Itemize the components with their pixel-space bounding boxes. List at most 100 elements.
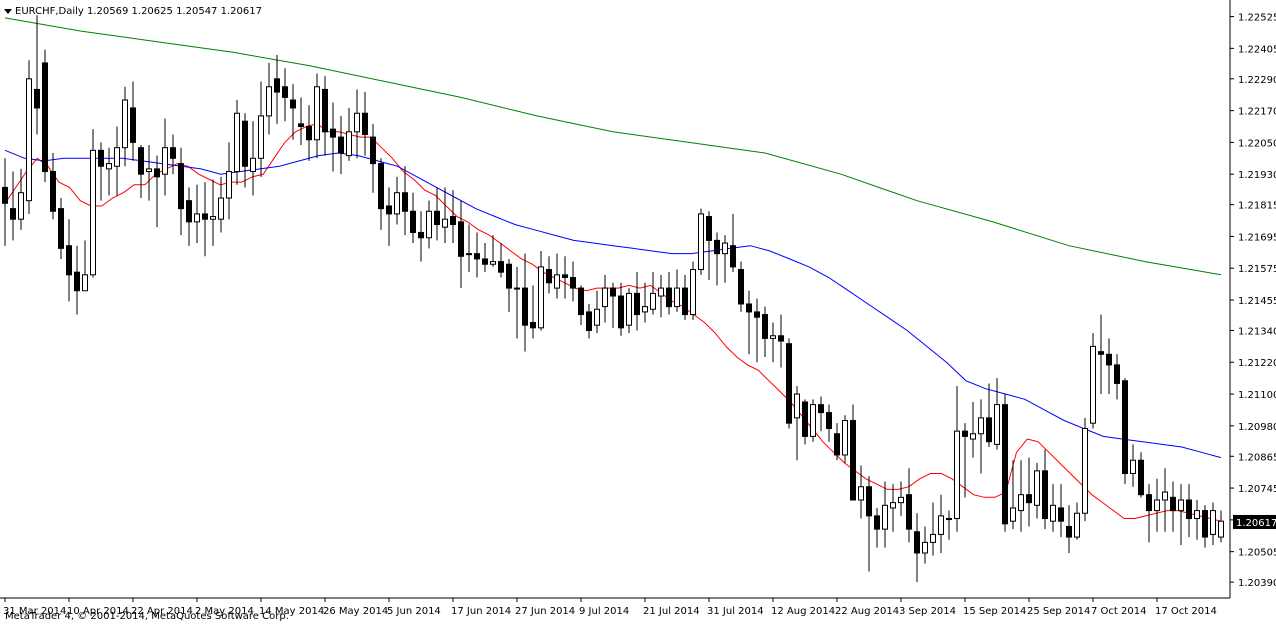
candle — [1042, 449, 1048, 530]
candlesticks — [2, 15, 1224, 583]
candle-body-bear — [802, 401, 808, 437]
candle-body-bull — [26, 78, 32, 202]
candle-body-bear — [362, 112, 368, 135]
candle — [162, 118, 168, 196]
price-tag-label: 1.20617 — [1236, 518, 1276, 529]
candle-body-bull — [722, 242, 728, 255]
candle-body-bull — [970, 433, 976, 440]
candle-body-bull — [162, 147, 168, 175]
ma-mid-line — [4, 149, 1222, 459]
candle — [338, 115, 344, 175]
candle — [2, 158, 8, 246]
candle — [578, 285, 584, 326]
candle — [50, 152, 56, 220]
candle-body-bull — [314, 86, 320, 141]
candle-body-bull — [266, 86, 272, 117]
candle-body-bull — [842, 420, 848, 456]
candle — [258, 81, 264, 177]
candle — [434, 187, 440, 241]
candle-body-bull — [674, 287, 680, 308]
candle-body-bear — [402, 192, 408, 212]
candle-body-bear — [186, 200, 192, 223]
candle — [818, 396, 824, 432]
candle-body-bull — [1090, 345, 1096, 424]
x-tick-label: 17 Jun 2014 — [451, 606, 511, 617]
candle — [202, 182, 208, 257]
candle — [210, 179, 216, 246]
candle — [1138, 452, 1144, 498]
y-tick-label: 1.22525 — [1238, 13, 1276, 24]
price-tag-box — [1233, 514, 1276, 529]
candle — [314, 73, 320, 159]
candle-body-bear — [450, 216, 456, 226]
candle-body-bear — [1122, 380, 1128, 475]
candle — [1050, 484, 1056, 532]
candle — [66, 219, 72, 302]
candle-body-bull — [82, 274, 88, 292]
candle — [850, 404, 856, 501]
axes: 1.22525 1.22405 1.22290 1.22170 1.22050 1.219… — [0, 0, 1276, 617]
candle — [1090, 333, 1096, 429]
x-tick-label: 22 Aug 2014 — [835, 606, 899, 617]
candle-body-bear — [130, 107, 136, 143]
candle — [514, 266, 520, 339]
candle-body-bull — [538, 266, 544, 329]
candle — [1170, 481, 1176, 532]
candle — [330, 102, 336, 172]
candle — [738, 261, 744, 312]
candle — [954, 386, 960, 532]
candle — [186, 187, 192, 246]
candle-body-bull — [922, 541, 928, 554]
candle-body-bear — [826, 412, 832, 429]
candle-body-bull — [1218, 520, 1224, 538]
y-tick-label: 1.21100 — [1238, 390, 1276, 401]
candle-body-bear — [706, 216, 712, 241]
candle — [834, 423, 840, 461]
candle — [674, 269, 680, 312]
candle-body-bull — [1154, 499, 1160, 512]
candle-body-bear — [914, 531, 920, 554]
candle-body-bull — [658, 287, 664, 297]
candle-body-bull — [602, 287, 608, 308]
candle-body-bear — [786, 343, 792, 424]
candle-body-bear — [282, 86, 288, 98]
candle-body-bear — [1114, 364, 1120, 384]
candle — [114, 126, 120, 196]
candle-body-bear — [874, 515, 880, 530]
candle — [250, 121, 256, 196]
candle-body-bear — [778, 335, 784, 342]
y-tick-label: 1.21695 — [1238, 232, 1276, 243]
candle — [682, 274, 688, 320]
candle-body-bear — [522, 287, 528, 326]
candle-body-bear — [338, 136, 344, 154]
y-tick-label: 1.21340 — [1238, 326, 1276, 337]
candle-body-bear — [66, 245, 72, 276]
y-tick-label: 1.20745 — [1238, 484, 1276, 495]
candle-body-bear — [458, 221, 464, 257]
candle-body-bull — [122, 99, 128, 149]
candle-body-bull — [426, 210, 432, 239]
candle-body-bear — [1098, 351, 1104, 355]
candle-body-bull — [1210, 510, 1216, 535]
candle-body-bull — [146, 168, 152, 173]
candle — [426, 200, 432, 249]
candle — [18, 168, 24, 230]
candle — [10, 171, 16, 241]
x-tick-label: 31 Jul 2014 — [707, 606, 764, 617]
candle — [138, 145, 144, 199]
candle — [1210, 502, 1216, 546]
candle — [394, 176, 400, 225]
candle — [970, 401, 976, 458]
candle-body-bull — [210, 216, 216, 220]
candle-body-bull — [90, 149, 96, 276]
candle — [946, 510, 952, 540]
collapse-triangle-icon[interactable] — [4, 9, 12, 14]
candle-body-bear — [290, 99, 296, 109]
candle — [1034, 462, 1040, 519]
candle — [1178, 484, 1184, 546]
chart-symbol-info: EURCHF,Daily 1.20569 1.20625 1.20547 1.2… — [15, 6, 262, 17]
candle-body-bull — [442, 218, 448, 228]
candle — [642, 282, 648, 323]
